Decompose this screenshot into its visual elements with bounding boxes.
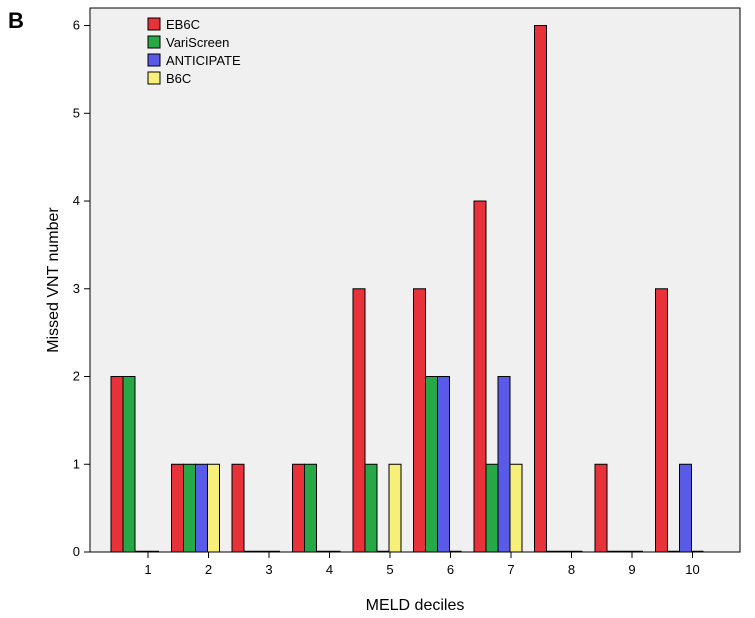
bar-variscreen-6 xyxy=(425,376,438,553)
bar-eb6c-6 xyxy=(413,288,426,553)
legend-label-anticipate: ANTICIPATE xyxy=(166,53,241,68)
y-tick-label: 4 xyxy=(73,193,80,208)
bar-eb6c-10 xyxy=(655,288,668,553)
legend-swatch-anticipate xyxy=(147,53,161,67)
bar-variscreen-7 xyxy=(485,463,499,553)
bar-variscreen-2 xyxy=(183,463,196,553)
bar-variscreen-1 xyxy=(122,376,136,553)
y-tick-label: 1 xyxy=(73,456,80,471)
bar-variscreen-4 xyxy=(304,463,317,553)
legend-swatch-variscreen xyxy=(147,35,161,49)
x-tick-label: 10 xyxy=(685,562,699,577)
bar-anticipate-10 xyxy=(679,463,692,553)
legend-swatch-b6c xyxy=(147,71,161,85)
legend-label-variscreen: VariScreen xyxy=(166,35,229,50)
bar-eb6c-7 xyxy=(473,200,487,553)
legend-swatch-eb6c xyxy=(147,17,161,31)
bar-b6c-2 xyxy=(207,463,220,553)
y-tick-label: 3 xyxy=(73,281,80,296)
y-axis-label: Missed VNT number xyxy=(45,207,62,353)
legend-label-b6c: B6C xyxy=(166,71,191,86)
x-tick-label: 5 xyxy=(386,562,393,577)
x-tick-label: 2 xyxy=(205,562,212,577)
y-tick-label: 6 xyxy=(73,18,80,33)
bar-eb6c-1 xyxy=(110,376,124,553)
bar-eb6c-2 xyxy=(171,463,184,553)
bar-eb6c-8 xyxy=(534,25,547,553)
bar-anticipate-2 xyxy=(195,463,208,553)
bar-variscreen-5 xyxy=(364,463,378,553)
x-tick-label: 9 xyxy=(628,562,635,577)
x-tick-label: 6 xyxy=(447,562,454,577)
x-axis: 1 2 3 4 5 6 7 8 9 10 xyxy=(144,552,700,577)
x-tick-label: 4 xyxy=(326,562,333,577)
legend: EB6C VariScreen ANTICIPATE B6C xyxy=(147,17,241,86)
x-tick-label: 1 xyxy=(144,562,151,577)
bar-b6c-7 xyxy=(509,463,523,553)
bars-layer xyxy=(110,25,704,553)
y-tick-label: 5 xyxy=(73,105,80,120)
bar-eb6c-4 xyxy=(292,463,305,553)
bar-anticipate-7 xyxy=(497,376,511,553)
x-tick-label: 8 xyxy=(568,562,575,577)
y-tick-label: 2 xyxy=(73,369,80,384)
bar-anticipate-6 xyxy=(437,376,450,553)
x-tick-label: 7 xyxy=(507,562,514,577)
bar-b6c-5 xyxy=(388,463,402,553)
y-tick-label: 0 xyxy=(73,544,80,559)
x-axis-label: MELD deciles xyxy=(366,597,465,614)
x-tick-label: 3 xyxy=(265,562,272,577)
bar-eb6c-9 xyxy=(594,463,608,553)
bar-eb6c-3 xyxy=(231,463,245,553)
panel-label: B xyxy=(8,8,24,33)
y-axis: 0 1 2 3 4 5 6 xyxy=(73,18,90,559)
bar-eb6c-5 xyxy=(352,288,366,553)
legend-label-eb6c: EB6C xyxy=(166,17,200,32)
